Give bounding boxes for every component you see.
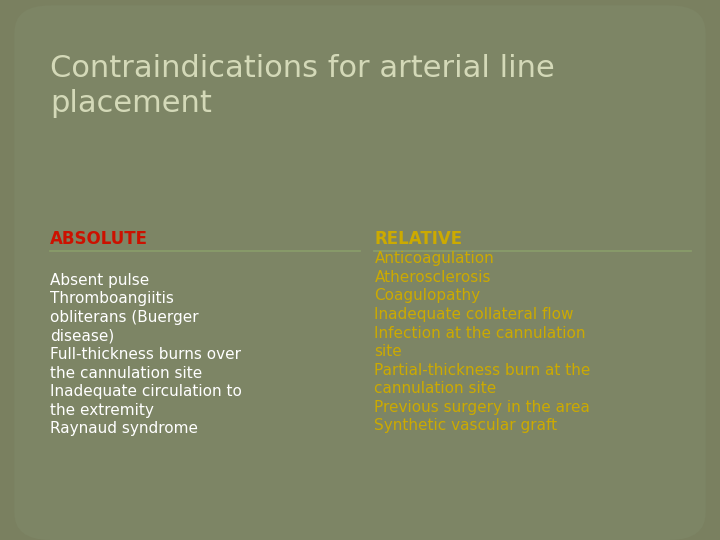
Text: ABSOLUTE: ABSOLUTE [50,230,148,247]
Text: Absent pulse
Thromboangiitis
obliterans (Buerger
disease)
Full-thickness burns o: Absent pulse Thromboangiitis obliterans … [50,273,242,436]
Text: Contraindications for arterial line
placement: Contraindications for arterial line plac… [50,54,555,118]
Text: Anticoagulation
Atherosclerosis
Coagulopathy
Inadequate collateral flow
Infectio: Anticoagulation Atherosclerosis Coagulop… [374,251,591,434]
Text: RELATIVE: RELATIVE [374,230,462,247]
FancyBboxPatch shape [14,5,706,540]
